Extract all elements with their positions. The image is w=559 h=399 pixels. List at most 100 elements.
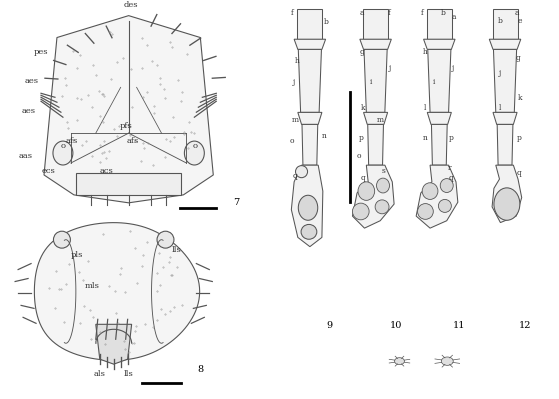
Polygon shape <box>291 165 323 247</box>
Text: 11: 11 <box>453 321 466 330</box>
Text: h: h <box>423 48 428 57</box>
Polygon shape <box>427 113 451 124</box>
Text: n: n <box>321 132 326 140</box>
Text: g: g <box>359 48 364 57</box>
Ellipse shape <box>184 141 205 165</box>
Text: l: l <box>499 104 501 112</box>
Text: o: o <box>290 137 294 145</box>
Polygon shape <box>363 9 388 39</box>
Ellipse shape <box>377 178 390 193</box>
Polygon shape <box>416 165 458 228</box>
Ellipse shape <box>395 358 405 365</box>
Polygon shape <box>492 9 518 39</box>
Text: a: a <box>452 13 457 21</box>
Text: q: q <box>449 174 454 182</box>
Polygon shape <box>298 113 322 124</box>
Polygon shape <box>492 165 522 223</box>
Ellipse shape <box>296 166 307 178</box>
Text: s: s <box>382 167 386 175</box>
Ellipse shape <box>301 224 317 239</box>
Text: p: p <box>359 134 364 142</box>
Polygon shape <box>352 165 394 228</box>
Ellipse shape <box>358 182 375 200</box>
Text: ecs: ecs <box>42 167 56 175</box>
Polygon shape <box>302 124 318 165</box>
Ellipse shape <box>418 203 433 219</box>
Polygon shape <box>368 124 383 165</box>
Polygon shape <box>294 39 325 49</box>
Polygon shape <box>76 173 182 195</box>
Text: b: b <box>323 18 328 26</box>
Text: lls: lls <box>172 246 181 254</box>
Polygon shape <box>493 113 517 124</box>
Polygon shape <box>360 39 391 49</box>
Ellipse shape <box>441 357 453 365</box>
Polygon shape <box>363 113 387 124</box>
Text: a: a <box>515 9 519 17</box>
Text: q: q <box>292 172 297 180</box>
Ellipse shape <box>53 141 73 165</box>
Text: des: des <box>124 1 138 9</box>
Polygon shape <box>424 39 455 49</box>
Text: k: k <box>518 94 522 102</box>
Text: als: als <box>94 370 106 378</box>
Polygon shape <box>497 124 513 165</box>
Polygon shape <box>96 324 131 364</box>
Text: acs: acs <box>100 167 113 175</box>
Text: lls: lls <box>124 370 134 378</box>
Text: q: q <box>360 174 365 182</box>
Text: m: m <box>377 116 384 124</box>
Text: r: r <box>448 164 451 172</box>
Text: g: g <box>515 54 520 63</box>
Text: q: q <box>517 169 522 177</box>
Polygon shape <box>44 16 214 203</box>
Text: l: l <box>424 104 427 112</box>
Polygon shape <box>364 49 387 113</box>
Text: a: a <box>359 9 364 17</box>
Polygon shape <box>297 9 323 39</box>
Text: mls: mls <box>84 282 100 290</box>
Text: pfs: pfs <box>119 122 132 130</box>
Text: aes: aes <box>25 77 39 85</box>
Text: i: i <box>369 78 372 86</box>
Text: b: b <box>498 17 503 25</box>
Text: 9: 9 <box>326 321 333 330</box>
Text: n: n <box>423 134 428 142</box>
Text: o: o <box>60 142 65 150</box>
Text: j: j <box>389 64 391 72</box>
Polygon shape <box>428 49 451 113</box>
Text: p: p <box>449 134 454 142</box>
Polygon shape <box>489 39 521 49</box>
Text: f: f <box>421 9 424 17</box>
Text: i: i <box>433 78 435 86</box>
Text: o: o <box>357 152 361 160</box>
Ellipse shape <box>422 183 438 200</box>
Ellipse shape <box>375 200 389 214</box>
Text: f: f <box>388 9 391 17</box>
Ellipse shape <box>352 203 369 220</box>
Ellipse shape <box>54 231 70 248</box>
Polygon shape <box>427 9 452 39</box>
Text: o: o <box>193 142 198 150</box>
Text: p: p <box>517 134 522 142</box>
Text: 8: 8 <box>197 365 203 373</box>
Polygon shape <box>35 223 200 360</box>
Ellipse shape <box>440 179 453 192</box>
Text: pls: pls <box>70 251 83 259</box>
Text: 12: 12 <box>519 321 531 330</box>
Text: afs: afs <box>66 137 78 145</box>
Text: aas: aas <box>19 152 33 160</box>
Ellipse shape <box>494 188 520 220</box>
Polygon shape <box>299 49 321 113</box>
Text: afs: afs <box>126 137 139 145</box>
Text: pes: pes <box>34 48 48 57</box>
Ellipse shape <box>299 195 318 220</box>
Text: j: j <box>499 69 501 77</box>
Text: j: j <box>293 78 295 86</box>
Text: k: k <box>361 104 365 112</box>
Text: m: m <box>291 116 299 124</box>
Ellipse shape <box>157 231 174 248</box>
Ellipse shape <box>438 200 451 212</box>
Text: 7: 7 <box>233 198 239 207</box>
Text: e: e <box>518 17 522 25</box>
